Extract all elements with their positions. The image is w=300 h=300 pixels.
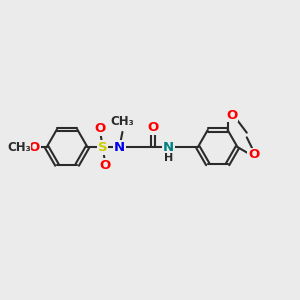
Text: CH₃: CH₃ [111, 115, 134, 128]
Text: O: O [226, 109, 237, 122]
Text: N: N [114, 141, 125, 154]
Text: O: O [95, 122, 106, 135]
Text: O: O [99, 159, 111, 172]
Text: H: H [164, 154, 173, 164]
Text: O: O [248, 148, 259, 161]
Text: S: S [98, 141, 107, 154]
Text: O: O [29, 141, 40, 154]
Text: CH₃: CH₃ [7, 141, 31, 154]
Text: O: O [147, 121, 159, 134]
Text: N: N [163, 141, 174, 154]
